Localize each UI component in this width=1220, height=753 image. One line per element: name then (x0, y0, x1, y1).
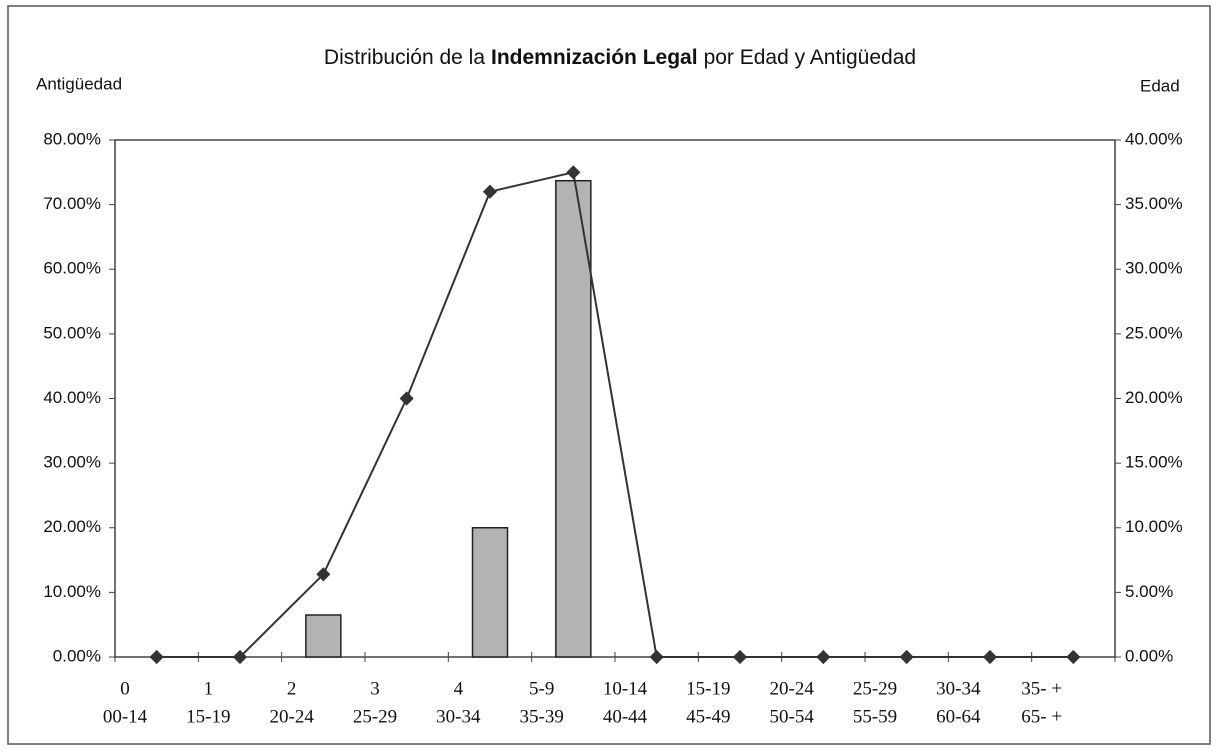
x-tick-label: 50-54 (770, 706, 815, 727)
y2-axis-label: Edad (1140, 76, 1180, 95)
x-tick-label: 25-29 (853, 678, 897, 699)
line-marker (899, 649, 914, 665)
y2-tick-label: 30.00% (1125, 259, 1183, 278)
x-tick-label: 20-24 (770, 678, 815, 699)
line-marker (482, 184, 498, 199)
line-marker (149, 649, 164, 665)
y-tick-label: 80.00% (43, 129, 101, 148)
bar (305, 614, 342, 658)
y-tick-label: 70.00% (43, 194, 101, 213)
y2-tick-label: 20.00% (1125, 388, 1183, 407)
chart-frame (7, 5, 1211, 745)
x-tick-label: 40-44 (603, 706, 648, 727)
x-tick-label: 15-19 (686, 678, 730, 699)
y2-tick-label: 15.00% (1125, 453, 1183, 472)
title-part: Distribución de la (324, 46, 485, 69)
y-tick-label: 40.00% (43, 388, 101, 407)
y-tick-label: 30.00% (43, 453, 101, 472)
x-tick-label: 10-14 (603, 678, 648, 699)
y2-tick-label: 40.00% (1125, 129, 1183, 148)
line-marker (1066, 649, 1081, 665)
x-tick-label: 1 (204, 678, 214, 699)
line-marker (982, 649, 998, 665)
x-tick-label: 20-24 (270, 706, 315, 727)
line-marker (816, 649, 831, 665)
x-tick-label: 35-39 (520, 706, 564, 727)
title-part: Indemnización Legal (491, 46, 698, 69)
y-tick-label: 10.00% (43, 582, 101, 601)
y-tick-label: 60.00% (43, 259, 101, 278)
bar (471, 527, 509, 658)
bar (555, 179, 592, 658)
line-marker (399, 391, 414, 406)
line-marker (316, 567, 331, 582)
title-part: por Edad y Antigüedad (704, 46, 917, 69)
line-marker (732, 649, 748, 665)
x-tick-label: 3 (370, 678, 380, 699)
x-tick-label: 65- + (1021, 706, 1062, 727)
x-tick-label: 15-19 (186, 706, 230, 727)
y-tick-label: 0.00% (53, 646, 101, 665)
y2-tick-label: 0.00% (1125, 646, 1173, 665)
x-tick-label: 25-29 (353, 706, 397, 727)
y-tick-label: 20.00% (43, 517, 101, 536)
x-tick-label: 0 (120, 678, 130, 699)
line-marker (566, 165, 581, 180)
chart-title: Distribución de la Indemnización Legal por… (324, 46, 916, 69)
x-tick-label: 60-64 (936, 706, 981, 727)
y-axis-label: Antigüedad (36, 74, 122, 93)
plot-area (114, 139, 1116, 658)
x-tick-label: 55-59 (853, 706, 897, 727)
x-tick-label: 45-49 (686, 706, 730, 727)
x-tick-label: 30-34 (436, 706, 481, 727)
x-tick-label: 5-9 (529, 678, 554, 699)
y2-tick-label: 10.00% (1125, 517, 1183, 536)
x-tick-label: 30-34 (936, 678, 981, 699)
x-tick-label: 00-14 (103, 706, 148, 727)
line (156, 171, 1074, 658)
y2-tick-label: 35.00% (1125, 194, 1183, 213)
x-tick-label: 2 (287, 678, 297, 699)
x-tick-label: 35- + (1021, 678, 1062, 699)
x-tick-label: 4 (454, 678, 464, 699)
y-tick-label: 50.00% (43, 323, 101, 342)
line-marker (649, 649, 664, 665)
y2-tick-label: 25.00% (1125, 323, 1183, 342)
y2-tick-label: 5.00% (1125, 582, 1173, 601)
line-marker (232, 649, 248, 665)
